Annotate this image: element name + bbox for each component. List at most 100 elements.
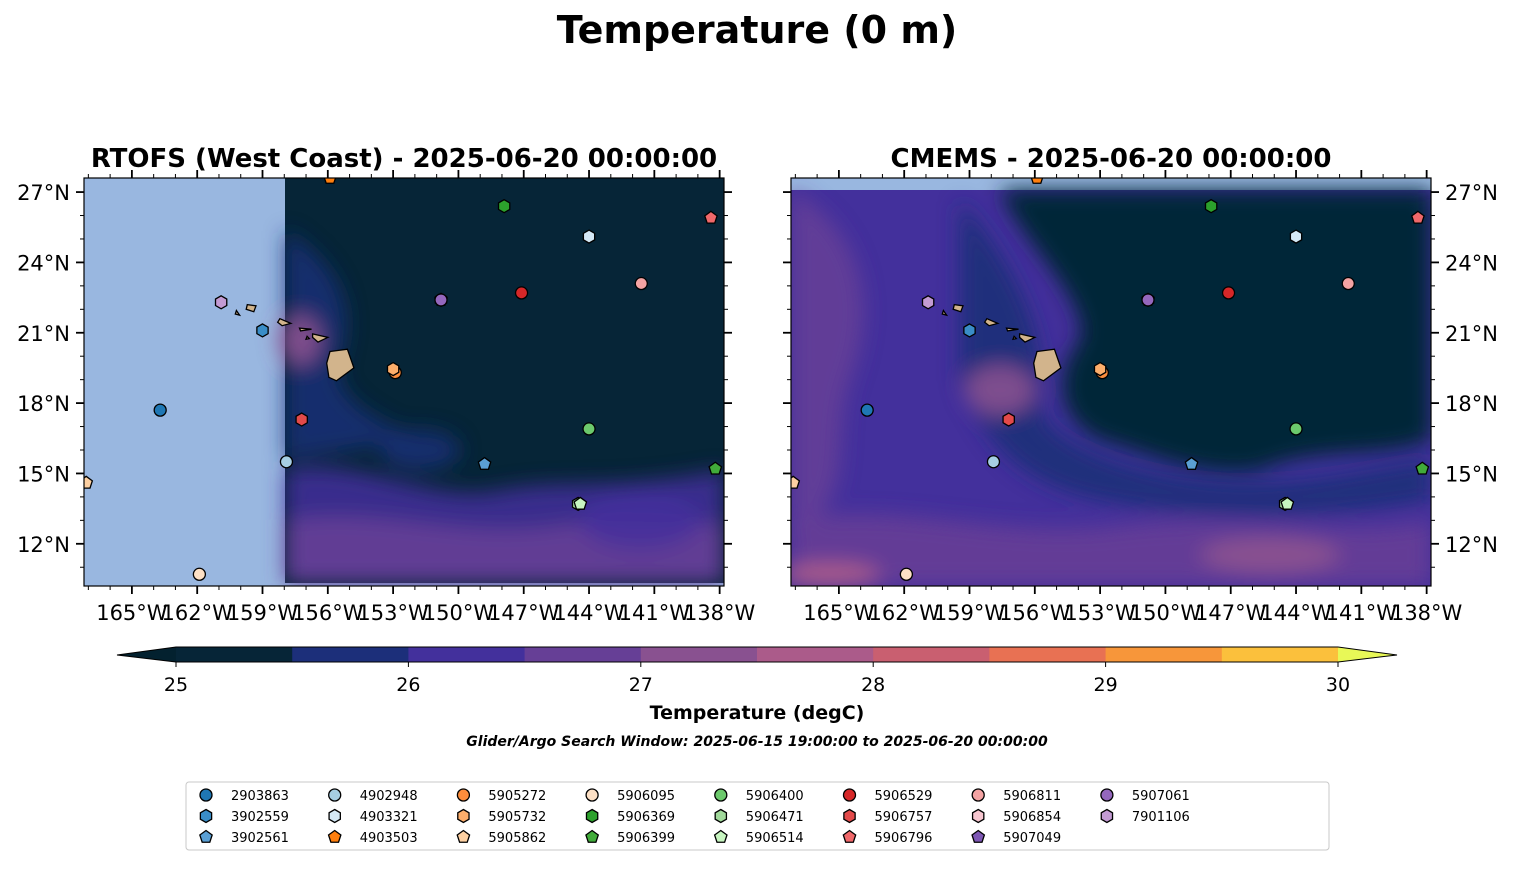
x-tick-label: 159°W (934, 601, 1006, 625)
legend-entry: 5906095 (585, 788, 675, 804)
sst-mid-band (285, 230, 420, 460)
legend-entry: 2903863 (199, 788, 289, 804)
float-5907061 (434, 293, 448, 307)
float-4902948 (279, 455, 294, 469)
legend-entry: 4902948 (328, 788, 418, 804)
legend-marker (199, 829, 213, 843)
float-3902561 (477, 456, 492, 470)
colorbar-cell (408, 647, 526, 662)
island-oahu (983, 317, 1000, 327)
map-panel-rtofs: RTOFS (West Coast) - 2025-06-20 00:00:00… (17, 144, 755, 625)
y-tick-label: 12°N (17, 533, 70, 557)
sst-hot-south (1200, 537, 1340, 573)
legend-marker (585, 788, 599, 802)
sst-mid-band (960, 200, 1431, 515)
float-5906399 (708, 461, 723, 475)
float-2903863 (153, 403, 167, 417)
legend-entry: 5905272 (456, 788, 546, 804)
map-frame (83, 177, 725, 587)
float-5906514 (1280, 496, 1295, 510)
legend-entry: 5906514 (713, 829, 804, 846)
legend-label: 5905732 (488, 810, 546, 825)
island-hawaii (1033, 348, 1062, 382)
legend-label: 7901106 (1132, 810, 1190, 825)
float-5906514 (573, 496, 588, 510)
colorbar-tick-label: 26 (396, 674, 420, 696)
legend-marker (713, 829, 728, 843)
legend-marker (199, 788, 213, 802)
x-tick-label: 138°W (1391, 601, 1463, 625)
colorbar-cell (1105, 647, 1223, 662)
x-tick-label: 162°W (162, 601, 234, 625)
map-panel-cmems: CMEMS - 2025-06-20 00:00:00 165°W162°W15… (783, 144, 1498, 625)
legend-marker (585, 808, 599, 824)
x-tick-label: 147°W (488, 601, 560, 625)
float-4903503 (1030, 178, 1044, 184)
search-window-caption: Glider/Argo Search Window: 2025-06-15 19… (466, 734, 1048, 750)
sst-eddy-east (580, 490, 700, 550)
legend-label: 4903503 (360, 831, 418, 846)
colorbar-cell (757, 647, 874, 662)
island-hawaii (326, 348, 355, 382)
colorbar-tick-label: 27 (629, 674, 653, 696)
x-tick-label: 138°W (684, 601, 756, 625)
float-5906369 (497, 198, 511, 214)
legend-label: 5906811 (1003, 789, 1061, 804)
legend-marker (1100, 788, 1114, 802)
colorbar-label: Temperature (degC) (650, 702, 865, 724)
colorbar-tick-label: 28 (861, 674, 885, 696)
y-tick-label: 12°N (1445, 533, 1498, 557)
float-7901106 (921, 295, 935, 310)
colorbar-cell (989, 647, 1107, 662)
legend-entry: 5905732 (457, 808, 546, 825)
float-5906369 (1204, 198, 1218, 214)
legend-entry: 3902561 (199, 829, 289, 846)
map-frame (790, 177, 1432, 587)
legend-marker (842, 788, 857, 802)
legend-label: 5906471 (746, 810, 804, 825)
x-tick-label: 162°W (869, 601, 941, 625)
sst-hot-southwest (791, 563, 880, 586)
x-tick-label: 147°W (1195, 601, 1267, 625)
float-5906757 (295, 412, 308, 427)
float-5905862 (84, 475, 94, 489)
y-tick-label: 24°N (1445, 251, 1498, 275)
colorbar-cell (640, 647, 758, 662)
y-tick-label: 15°N (17, 462, 70, 486)
legend-entry: 5906471 (714, 808, 804, 825)
float-5906529 (1221, 286, 1236, 300)
legend-label: 5906514 (746, 831, 804, 846)
legend-marker (327, 829, 342, 843)
legend-marker (199, 808, 213, 824)
x-tick-label: 156°W (292, 601, 364, 625)
legend-label: 4902948 (360, 789, 418, 804)
island-maui (1018, 333, 1037, 343)
island-niihau (234, 309, 242, 317)
legend-marker (457, 808, 470, 824)
x-tick-label: 165°W (96, 601, 168, 625)
y-tick-label: 21°N (1445, 322, 1498, 346)
legend-entry: 3902559 (199, 808, 289, 825)
legend-marker (585, 829, 600, 843)
colorbar-extend-high (1338, 647, 1397, 662)
colorbar-tick-label: 25 (164, 674, 188, 696)
legend-label: 5906796 (875, 831, 933, 846)
y-tick-label: 27°N (1445, 181, 1498, 205)
x-tick-label: 150°W (423, 601, 495, 625)
legend-label: 5906369 (617, 810, 675, 825)
legend-label: 2903863 (231, 789, 289, 804)
colorbar-tick-label: 30 (1326, 674, 1350, 696)
y-tick-label: 18°N (17, 392, 70, 416)
legend-entry: 5906811 (971, 788, 1061, 804)
x-tick-label: 156°W (999, 601, 1071, 625)
legend-marker (1100, 808, 1114, 824)
float-4903503 (323, 178, 337, 184)
legend-entry: 5906369 (585, 808, 675, 825)
island-oahu (276, 317, 293, 327)
panel-title-cmems: CMEMS - 2025-06-20 00:00:00 (891, 144, 1332, 174)
sst-cool-north (1000, 190, 1431, 473)
legend-marker (971, 829, 986, 843)
float-5906399 (1415, 461, 1430, 475)
x-tick-label: 144°W (553, 601, 625, 625)
